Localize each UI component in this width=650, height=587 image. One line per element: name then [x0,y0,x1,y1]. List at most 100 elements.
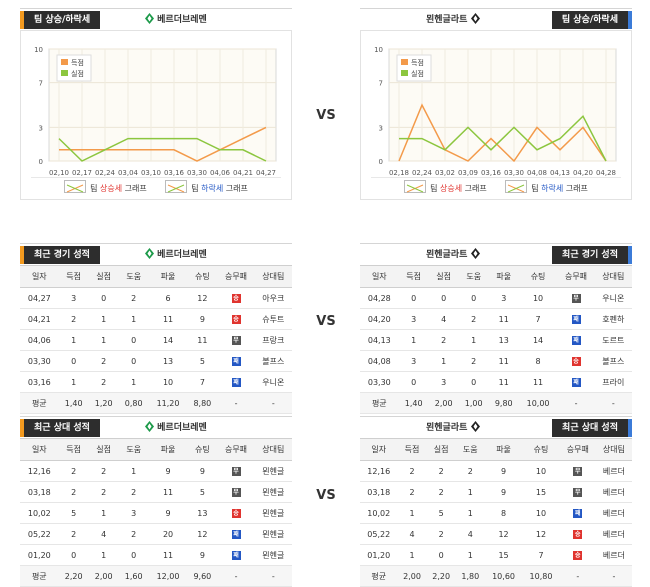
gladbach-logo-icon [470,421,480,432]
average-cell: 평균 [360,392,399,414]
table-cell: 5 [426,502,456,524]
table-cell: 05,22 [360,523,398,545]
table-cell: 15 [484,544,523,566]
table-cell: 8 [518,350,558,372]
table-cell: 3 [398,350,429,372]
result-badge: 승 [231,509,241,518]
column-header: 슈팅 [187,265,218,288]
home-team-name: 베르더브레멘 [145,13,207,27]
table-cell: 11 [518,371,558,393]
average-cell: 1,00 [458,392,489,414]
x-tick-label: 04,20 [573,169,593,177]
table-cell: 0 [458,371,489,393]
table-cell: 1 [58,371,89,393]
y-tick-label: 7 [39,80,43,88]
average-cell: 0,80 [118,392,149,414]
table-cell: 14 [518,329,558,351]
column-header: 일자 [360,438,398,461]
average-cell: 9,80 [488,392,519,414]
home-trend-chart: 0 3 7 10 02,10 02,17 02,24 03,04 03,10 03,16 03,30… [20,30,292,200]
table-cell: 04,27 [20,287,59,309]
table-cell: 2 [118,481,149,503]
legend-label: 득점 [71,59,84,67]
away-trend-header: 팀 상승/하락세 묀헨글라트 [360,8,632,30]
table-row: 03,18 2 2 1 9 15 무 베르더 [360,481,632,503]
column-header: 슈팅 [522,438,560,461]
average-cell: 1,20 [88,392,119,414]
gladbach-logo-icon [470,13,480,24]
table-cell: 1 [88,308,119,330]
average-cell: 1,60 [118,565,149,587]
x-tick-label: 02,18 [389,169,409,177]
average-cell: 1,80 [455,565,485,587]
table-cell: 묀헨글 [254,460,292,482]
y-tick-label: 7 [379,80,383,88]
table-cell: 12 [187,287,218,309]
result-badge: 승 [231,294,241,303]
column-header: 승무패 [217,265,255,288]
result-cell: 승 [559,544,596,566]
table-cell: 9 [187,544,218,566]
average-row: 평균 2,00 2,20 1,80 10,60 10,80- - [360,565,632,587]
result-badge: 무 [571,294,581,303]
legend-label: 득점 [411,59,424,67]
x-tick-label: 03,10 [141,169,161,177]
away-recent-table: 일자 득점 실점 도움 파울 슈팅 승무패 상대팀 04,28 0 0 0 3 10 무 우니온 04,20 3 4… [360,265,632,414]
result-badge: 패 [231,357,241,366]
table-cell: 03,30 [360,371,399,393]
table-cell: 14 [148,329,188,351]
result-badge: 패 [571,336,581,345]
table-cell: 0 [118,329,149,351]
column-header: 득점 [58,265,89,288]
column-header: 상대팀 [254,265,292,288]
average-cell: 1,40 [398,392,429,414]
table-cell: 04,20 [360,308,399,330]
series-line-conceded [58,137,267,162]
series-line-conceded [399,114,607,162]
result-cell: 무 [217,460,255,482]
table-cell: 6 [148,287,188,309]
table-cell: 15 [522,481,560,503]
werder-logo-icon [145,13,154,24]
section-title: 팀 상승/하락세 [551,11,632,29]
table-cell: 8 [484,502,523,524]
average-cell: 11,20 [148,392,188,414]
table-cell: 03,30 [20,350,59,372]
graph-legend: 팀 상승세 그래프 팀 하락세 그래프 [31,177,281,199]
table-cell: 11 [148,544,188,566]
section-title: 최근 경기 성적 [20,246,100,264]
result-cell: 무 [217,329,255,351]
column-header: 승무패 [217,438,255,461]
away-trend-chart: 0 3 7 10 02,18 02,24 03,02 03,09 03,16 03,30 04,08… [360,30,632,200]
table-row: 04,27 3 0 2 6 12 승 아우크 [20,287,292,309]
x-tick-label: 04,27 [256,169,276,177]
x-tick-label: 03,16 [164,169,185,177]
average-cell: - [254,565,292,587]
table-cell: 4 [455,523,485,545]
table-cell: 2 [458,308,489,330]
result-badge: 승 [571,357,581,366]
x-tick-label: 02,10 [49,169,69,177]
table-cell: 호펜하 [594,308,632,330]
table-cell: 묀헨글 [254,502,292,524]
table-cell: 슈투트 [254,308,292,330]
table-cell: 1 [398,329,429,351]
table-cell: 3 [428,371,459,393]
column-header: 슈팅 [518,265,558,288]
x-tick-label: 04,28 [596,169,616,177]
table-cell: 0 [428,287,459,309]
table-cell: 11 [148,308,188,330]
column-header: 도움 [118,438,149,461]
column-header: 도움 [118,265,149,288]
table-cell: 2 [455,460,485,482]
table-cell: 03,18 [20,481,59,503]
result-cell: 패 [557,308,595,330]
table-row: 04,20 3 4 2 11 7 패 호펜하 [360,308,632,330]
table-row: 04,06 1 1 0 14 11 무 프랑크 [20,329,292,351]
column-header: 승무패 [557,265,595,288]
result-cell: 무 [557,287,595,309]
table-row: 10,02 5 1 3 9 13 승 묀헨글 [20,502,292,524]
table-cell: 2 [88,371,119,393]
table-row: 12,16 2 2 1 9 9 무 묀헨글 [20,460,292,482]
table-cell: 9 [484,460,523,482]
